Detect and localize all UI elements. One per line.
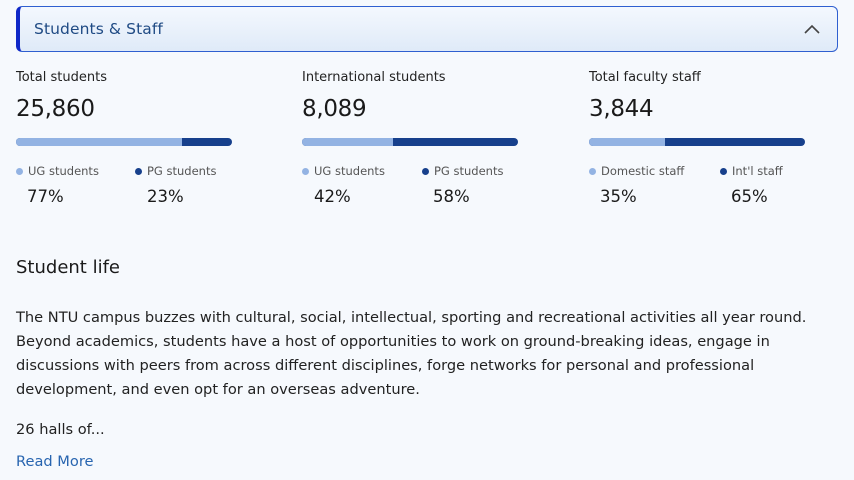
legend-dot-dark [720,167,727,175]
split-bar [16,138,232,146]
split-bar [302,138,518,146]
stats-panel: Total students 25,860 UG students PG stu… [16,70,838,210]
stat-label: Total students [16,70,107,85]
chevron-up-icon[interactable] [803,20,821,38]
stat-international-students: International students 8,089 UG students… [302,70,518,206]
student-life-paragraph: The NTU campus buzzes with cultural, soc… [16,309,807,398]
legend-label: PG students [147,164,217,178]
legend: Domestic staff Int'l staff [589,163,805,179]
legend: UG students PG students [16,163,232,179]
legend-item: Domestic staff [589,163,684,179]
stat-label: Total faculty staff [589,70,701,85]
legend-item: UG students [16,163,99,179]
percent-value: 65% [731,187,768,206]
legend-label: UG students [28,164,99,178]
legend-label: Int'l staff [732,164,783,178]
legend-dot-dark [422,167,429,175]
stat-value: 8,089 [302,96,367,122]
percent-value: 58% [433,187,470,206]
split-bar-fill [589,138,665,146]
split-bar-fill [302,138,393,146]
legend-label: UG students [314,164,385,178]
legend-item: PG students [422,163,503,179]
stat-label: International students [302,70,446,85]
legend: UG students PG students [302,163,518,179]
percent-value: 35% [600,187,637,206]
legend-label: Domestic staff [601,164,685,178]
teaser-text: 26 halls of... [16,421,105,438]
legend-item: PG students [135,163,216,179]
legend-item: UG students [302,163,385,179]
legend-label: PG students [434,164,504,178]
percent-value: 23% [147,187,184,206]
split-bar [589,138,805,146]
split-bar-fill [16,138,183,146]
legend-dot-dark [135,167,142,175]
stat-total-students: Total students 25,860 UG students PG stu… [16,70,232,206]
legend-dot-light [16,167,23,175]
stat-value: 25,860 [16,96,95,122]
student-life-heading: Student life [16,257,120,278]
read-more-link[interactable]: Read More [16,453,94,470]
accordion-title: Students & Staff [34,20,163,38]
legend-dot-light [589,167,596,175]
students-staff-accordion-header[interactable]: Students & Staff [16,6,838,52]
stat-total-faculty-staff: Total faculty staff 3,844 Domestic staff… [589,70,805,206]
legend-item: Int'l staff [720,163,783,179]
stat-value: 3,844 [589,96,654,122]
legend-dot-light [302,167,309,175]
percent-value: 42% [314,187,351,206]
percent-value: 77% [27,187,64,206]
